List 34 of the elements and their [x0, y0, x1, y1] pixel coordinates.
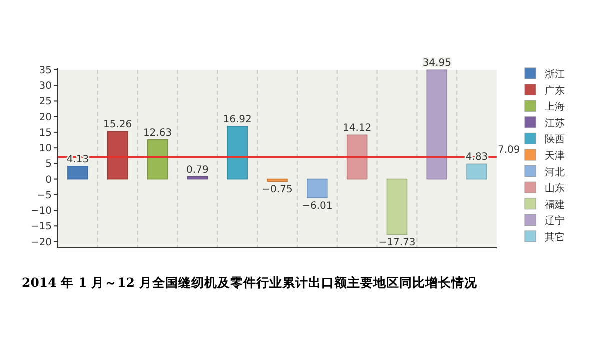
- y-tick-label: 20: [39, 112, 52, 124]
- data-label: 0.79: [186, 164, 209, 176]
- legend-label: 江苏: [545, 117, 565, 130]
- y-tick-label: 15: [39, 128, 52, 139]
- legend-label: 山东: [545, 182, 565, 195]
- legend-label: 其它: [545, 232, 565, 244]
- data-label: 15.26: [104, 120, 132, 131]
- legend-label: 天津: [545, 150, 565, 162]
- y-tick-label: −10: [30, 206, 52, 218]
- y-tick-label: 10: [39, 144, 52, 155]
- data-label: 16.92: [223, 114, 252, 126]
- y-tick-label: −20: [30, 237, 52, 248]
- y-tick-label: 30: [39, 81, 52, 92]
- data-label: 12.63: [143, 128, 172, 139]
- legend-label: 福建: [545, 198, 565, 211]
- data-label: −0.75: [262, 184, 293, 196]
- legend-label: 辽宁: [545, 215, 565, 228]
- data-label: 14.12: [343, 123, 372, 134]
- data-label: 34.95: [422, 58, 452, 70]
- y-tick-label: −15: [30, 222, 52, 233]
- legend-label: 广东: [545, 84, 565, 97]
- legend-label: 浙江: [545, 68, 565, 80]
- data-label: −6.01: [302, 201, 333, 212]
- y-tick-label: 35: [39, 66, 52, 76]
- y-tick-label: 5: [46, 159, 52, 170]
- legend-label: 陕西: [545, 134, 565, 146]
- text: 2014 年 1 月～12 月全国缝纫机及零件行业累计出口额主要地区同比增长情况: [22, 275, 478, 290]
- y-tick-label: −5: [37, 190, 52, 202]
- y-tick-label: 0: [46, 174, 52, 186]
- legend-label: 上海: [545, 101, 565, 114]
- y-tick-label: 25: [39, 96, 52, 108]
- legend-label: 河北: [545, 166, 565, 178]
- data-label: −17.73: [378, 238, 416, 249]
- ref-line-label: 7.09: [498, 145, 520, 156]
